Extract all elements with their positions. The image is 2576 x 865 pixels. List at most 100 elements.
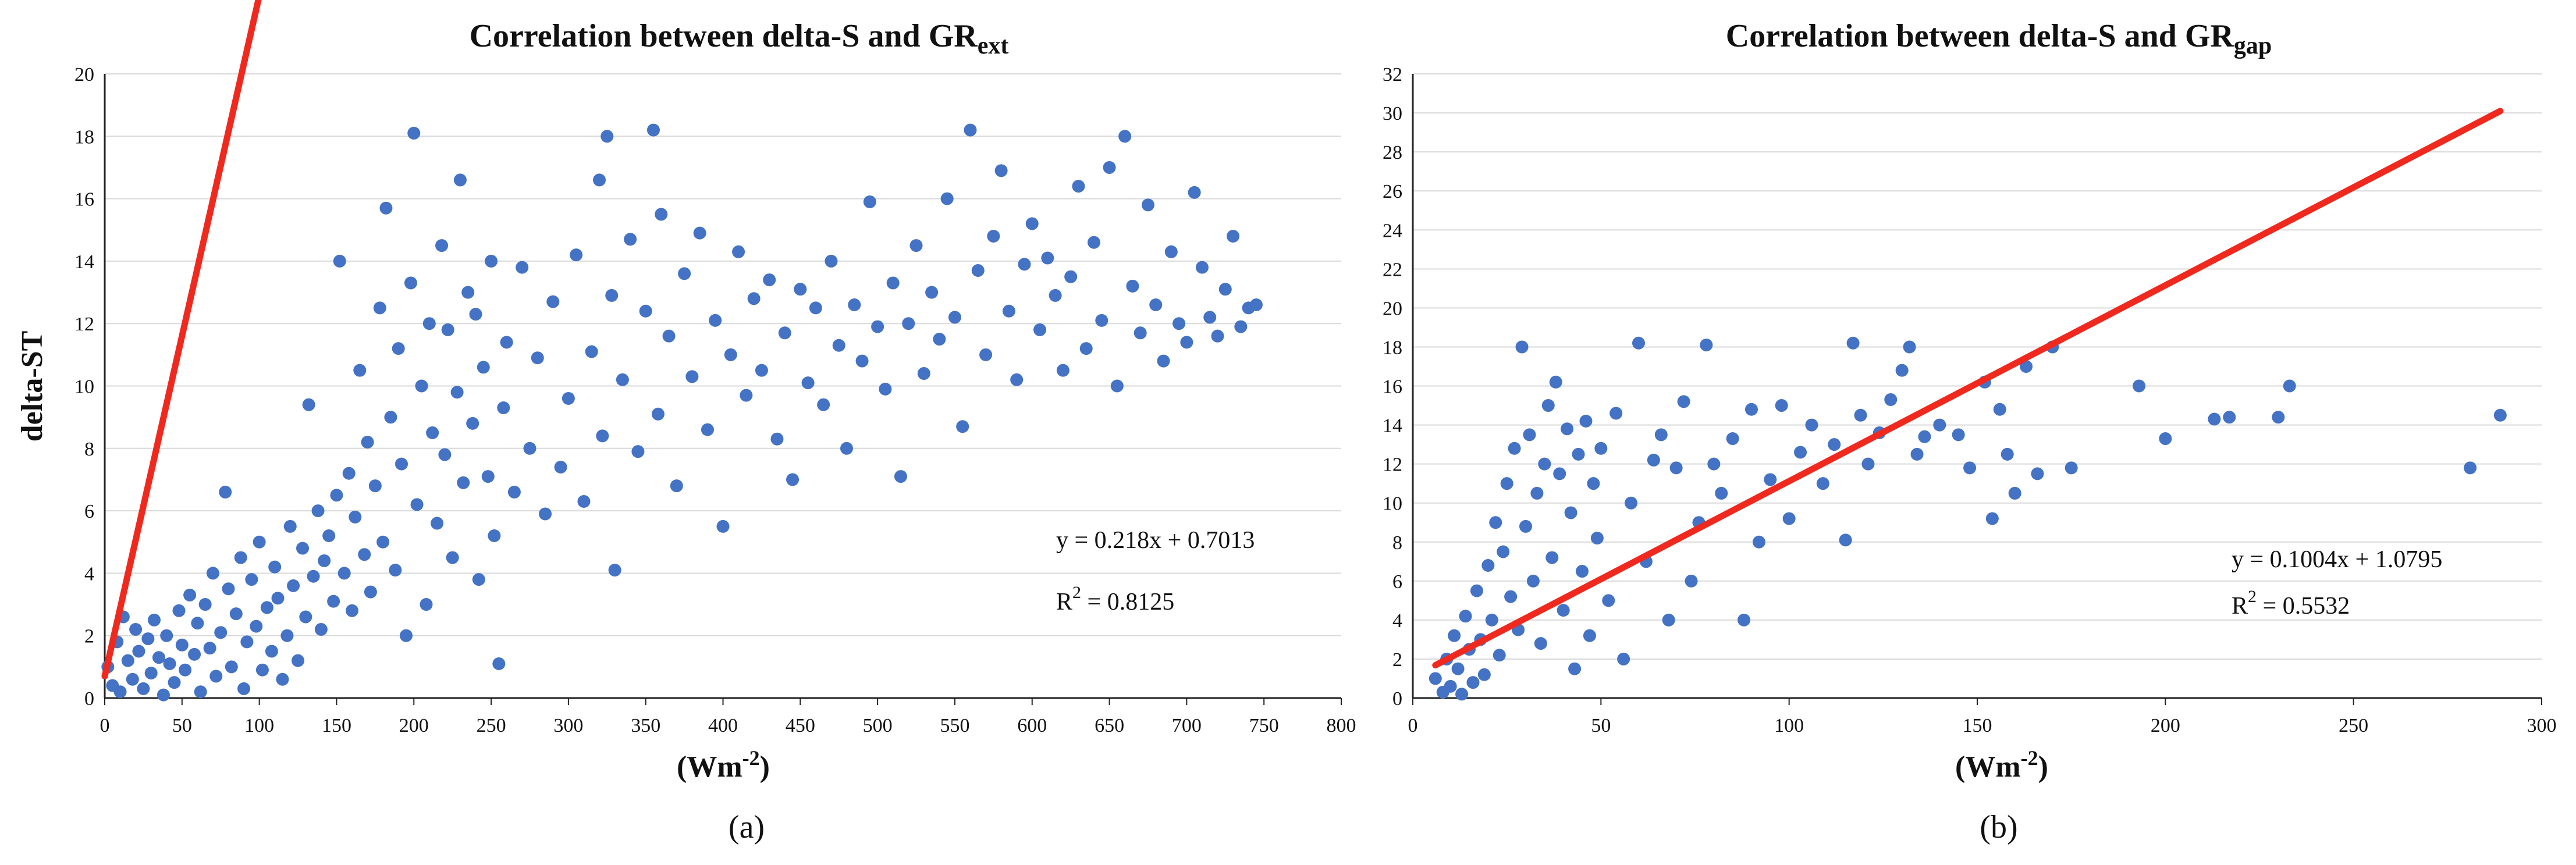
chart-b-x-tick: 150: [1963, 715, 1992, 736]
chart-b-point: [1549, 375, 1562, 389]
chart-a-point: [415, 379, 428, 393]
chart-a-point: [426, 426, 439, 439]
chart-a-point: [229, 607, 243, 621]
chart-a-point: [616, 373, 629, 386]
chart-a-point: [453, 173, 467, 187]
chart-a-y-tick: 18: [74, 126, 94, 148]
chart-b-point: [1477, 668, 1491, 681]
chart-a-point: [516, 261, 529, 274]
chart-a-point: [358, 548, 371, 561]
chart-b-point: [1910, 447, 1924, 461]
chart-a-point: [1157, 354, 1170, 368]
chart-b-point: [1895, 364, 1909, 377]
chart-a-point: [902, 317, 915, 330]
chart-a-point: [732, 245, 745, 258]
chart-b-y-tick: 10: [1383, 493, 1402, 515]
chart-a-y-tick: 20: [74, 64, 94, 86]
chart-a-point: [786, 473, 800, 486]
chart-a-equation: y = 0.218x + 0.7013: [1056, 527, 1255, 554]
chart-a-point: [450, 386, 464, 399]
chart-a-point: [716, 519, 730, 533]
chart-a-point: [763, 273, 776, 287]
chart-a-x-tick: 800: [1327, 715, 1356, 736]
chart-a-point: [144, 667, 158, 680]
chart-b-point: [1654, 428, 1668, 442]
chart-a-point: [469, 308, 482, 321]
chart-a-point: [817, 398, 830, 411]
chart-a-point: [570, 248, 583, 262]
chart-a-point: [361, 436, 374, 449]
chart-a-point: [801, 376, 815, 390]
chart-a-point: [1118, 130, 1132, 143]
chart-b-point: [1903, 340, 1916, 354]
chart-a-x-tick: 400: [708, 715, 738, 736]
chart-a-point: [1218, 283, 1232, 296]
chart-a-title: Correlation between delta-S and GRext: [470, 18, 1009, 59]
chart-b-point: [1782, 512, 1796, 525]
chart-a-point: [466, 417, 479, 430]
chart-a-point: [422, 317, 436, 330]
chart-a-point: [662, 329, 676, 343]
chart-b-point: [1985, 512, 1999, 525]
chart-a-point: [1134, 326, 1147, 340]
chart-a-point: [168, 676, 181, 689]
chart-a-point: [157, 688, 170, 702]
chart-a-point: [268, 560, 282, 574]
chart-a-point: [472, 573, 485, 586]
chart-a-point: [302, 398, 315, 411]
chart-a-point: [879, 382, 892, 396]
chart-a-point: [457, 476, 470, 489]
chart-b-y-tick: 12: [1383, 454, 1402, 476]
chart-a-point: [431, 517, 444, 530]
chart-a-point: [206, 567, 219, 580]
chart-b-y-tick: 26: [1383, 181, 1402, 202]
chart-a-point: [740, 389, 753, 402]
chart-b: Correlation between delta-S and GRgap 0 2…: [1383, 18, 2557, 845]
chart-a-point: [994, 164, 1008, 177]
chart-a-point: [546, 295, 560, 308]
chart-b-x-tick: 200: [2151, 715, 2180, 736]
chart-a-x-tick: 600: [1017, 715, 1047, 736]
chart-b-x-axis-label: (Wm-2): [1955, 746, 2048, 784]
chart-a-point: [1041, 251, 1054, 265]
chart-a-point: [701, 423, 714, 436]
chart-b-y-tick: 30: [1383, 103, 1402, 124]
chart-a-point: [219, 485, 232, 499]
chart-b-point: [1609, 407, 1623, 420]
chart-a-point: [755, 364, 768, 377]
chart-a-point: [260, 601, 273, 614]
chart-a-point: [1072, 180, 1085, 193]
chart-a-point: [894, 470, 907, 483]
chart-b-point: [1504, 590, 1518, 603]
chart-a-point: [1049, 289, 1062, 302]
chart-a-r-squared: R2 = 0.8125: [1056, 583, 1174, 615]
chart-a-point: [554, 460, 567, 474]
chart-a-point: [376, 535, 390, 549]
chart-a-point: [531, 351, 544, 365]
chart-a-point: [307, 569, 320, 583]
chart-a-point: [435, 239, 449, 252]
chart-a-point: [778, 326, 791, 340]
chart-a-point: [933, 333, 946, 346]
chart-a-point: [311, 504, 325, 518]
chart-a-x-tick: 350: [631, 715, 660, 736]
chart-b-point: [1523, 428, 1536, 442]
chart-b-point: [1707, 457, 1721, 471]
chart-a-point: [163, 657, 176, 670]
chart-a-point: [175, 638, 189, 652]
chart-b-point: [1861, 457, 1875, 471]
chart-b-point: [1572, 447, 1585, 461]
chart-a-point: [141, 632, 155, 646]
chart-b-point: [1617, 652, 1630, 665]
chart-a-point: [1172, 317, 1186, 330]
chart-a-point: [770, 432, 784, 446]
chart-b-point: [2020, 359, 2033, 373]
chart-a-y-tick: 4: [84, 563, 94, 585]
chart-a-point: [214, 626, 228, 639]
chart-b-point: [1632, 336, 1645, 350]
chart-a-point: [1018, 258, 1031, 271]
chart-a-point: [292, 654, 305, 667]
chart-a-y-tick: 10: [74, 376, 94, 398]
chart-a-point: [639, 304, 652, 318]
